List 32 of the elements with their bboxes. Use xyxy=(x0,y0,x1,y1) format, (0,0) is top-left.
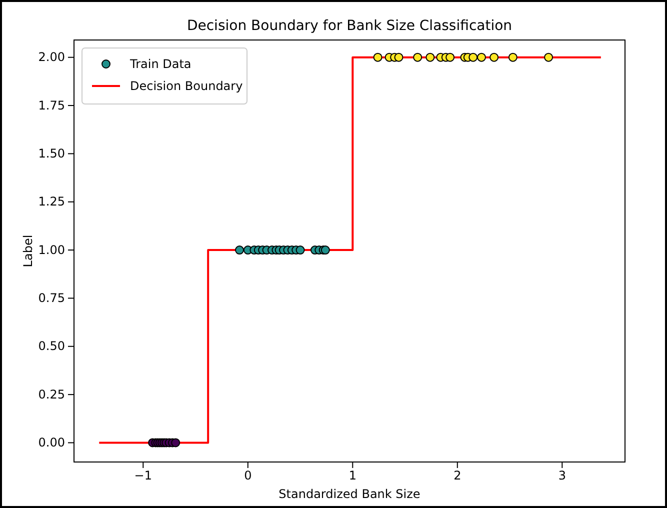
point xyxy=(394,52,404,62)
legend-label: Decision Boundary xyxy=(130,79,243,93)
point xyxy=(296,246,305,255)
point xyxy=(171,438,180,448)
y-tick-label: 0.50 xyxy=(38,339,65,354)
legend-label: Train Data xyxy=(129,57,192,71)
point xyxy=(477,52,486,62)
x-tick-label: 0 xyxy=(244,468,252,483)
y-tick-label: 1.25 xyxy=(38,194,65,209)
x-tick-label: −1 xyxy=(134,468,152,483)
point xyxy=(373,52,382,62)
y-tick-label: 0.25 xyxy=(38,387,65,402)
x-tick-label: 1 xyxy=(348,468,356,483)
x-axis-title: Standardized Bank Size xyxy=(278,487,420,501)
y-tick-label: 2.00 xyxy=(38,50,65,64)
point xyxy=(426,52,435,62)
y-tick-label: 1.00 xyxy=(38,242,65,257)
point xyxy=(235,246,244,255)
x-tick-label: 3 xyxy=(558,468,566,483)
chart-title: Decision Boundary for Bank Size Classification xyxy=(186,18,512,34)
x-tick-label: 2 xyxy=(454,468,462,483)
point xyxy=(508,52,518,62)
y-tick-label: 0.75 xyxy=(38,291,65,306)
y-tick-label: 1.75 xyxy=(38,98,65,112)
point xyxy=(490,52,499,62)
y-tick-label: 0.00 xyxy=(38,436,65,450)
y-axis-title: Label xyxy=(21,234,35,268)
point xyxy=(544,52,554,62)
point xyxy=(468,52,478,62)
point xyxy=(446,52,455,62)
point xyxy=(413,52,422,62)
y-tick-label: 1.50 xyxy=(38,146,65,161)
